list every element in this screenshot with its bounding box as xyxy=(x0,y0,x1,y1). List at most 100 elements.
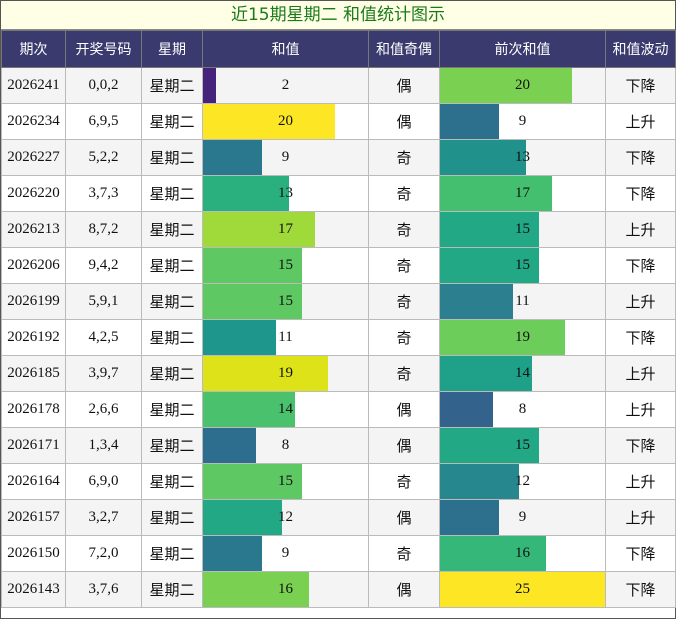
prev-sum-bar-fill xyxy=(440,428,539,463)
header-numbers: 开奖号码 xyxy=(65,30,142,68)
draw-numbers-cell: 3,7,6 xyxy=(65,571,142,608)
sum-bar-value: 11 xyxy=(278,329,293,345)
period-cell: 2026199 xyxy=(1,283,66,320)
prev-sum-bar-fill xyxy=(440,284,513,319)
table-row: 2026234 6,9,5 星期二 20 偶 9 上升 xyxy=(1,103,676,140)
weekday-cell: 星期二 xyxy=(141,139,203,176)
header-sum-trend: 和值波动 xyxy=(605,30,676,68)
sum-bar-fill xyxy=(203,464,302,499)
sum-trend-cell: 下降 xyxy=(605,535,676,572)
table-row: 2026199 5,9,1 星期二 15 奇 11 上升 xyxy=(1,283,676,320)
sum-bar-value: 16 xyxy=(278,581,293,597)
header-sum-parity: 和值奇偶 xyxy=(368,30,440,68)
sum-bar-fill xyxy=(203,572,309,607)
prev-sum-bar-value: 15 xyxy=(515,257,530,273)
sum-bar-fill xyxy=(203,176,289,211)
sum-parity-cell: 偶 xyxy=(368,427,440,464)
sum-bar-value: 15 xyxy=(278,257,293,273)
table-row: 2026206 9,4,2 星期二 15 奇 15 下降 xyxy=(1,247,676,284)
table-row: 2026164 6,9,0 星期二 15 奇 12 上升 xyxy=(1,463,676,500)
period-cell: 2026227 xyxy=(1,139,66,176)
sum-trend-cell: 下降 xyxy=(605,247,676,284)
prev-sum-bar-value: 12 xyxy=(515,473,530,489)
sum-bar: 12 xyxy=(202,499,369,536)
period-cell: 2026234 xyxy=(1,103,66,140)
prev-sum-bar-value: 11 xyxy=(515,293,530,309)
prev-sum-bar-value: 14 xyxy=(515,365,530,381)
sum-trend-cell: 下降 xyxy=(605,175,676,212)
prev-sum-bar-fill xyxy=(440,140,526,175)
sum-bar-value: 15 xyxy=(278,473,293,489)
prev-sum-bar-fill xyxy=(440,68,572,103)
sum-bar-value: 20 xyxy=(278,113,293,129)
period-cell: 2026157 xyxy=(1,499,66,536)
period-cell: 2026213 xyxy=(1,211,66,248)
prev-sum-bar-fill xyxy=(440,176,553,211)
prev-sum-bar: 8 xyxy=(439,391,606,428)
sum-trend-cell: 下降 xyxy=(605,571,676,608)
draw-numbers-cell: 3,7,3 xyxy=(65,175,142,212)
sum-stats-table: 期次 开奖号码 星期 和值 和值奇偶 前次和值 和值波动 2026241 0,0,… xyxy=(1,30,676,608)
prev-sum-bar-fill xyxy=(440,572,605,607)
prev-sum-bar: 15 xyxy=(439,211,606,248)
period-cell: 2026241 xyxy=(1,67,66,104)
prev-sum-bar-value: 25 xyxy=(515,581,530,597)
draw-numbers-cell: 5,2,2 xyxy=(65,139,142,176)
table-row: 2026227 5,2,2 星期二 9 奇 13 下降 xyxy=(1,139,676,176)
sum-parity-cell: 奇 xyxy=(368,139,440,176)
prev-sum-bar-fill xyxy=(440,320,566,355)
table-row: 2026192 4,2,5 星期二 11 奇 19 下降 xyxy=(1,319,676,356)
table-row: 2026185 3,9,7 星期二 19 奇 14 上升 xyxy=(1,355,676,392)
weekday-cell: 星期二 xyxy=(141,499,203,536)
prev-sum-bar-value: 16 xyxy=(515,545,530,561)
draw-numbers-cell: 1,3,4 xyxy=(65,427,142,464)
prev-sum-bar: 25 xyxy=(439,571,606,608)
period-cell: 2026143 xyxy=(1,571,66,608)
weekday-cell: 星期二 xyxy=(141,211,203,248)
sum-bar-value: 9 xyxy=(281,545,290,561)
sum-bar-fill xyxy=(203,392,296,427)
sum-bar-value: 15 xyxy=(278,293,293,309)
sum-parity-cell: 奇 xyxy=(368,355,440,392)
draw-numbers-cell: 3,9,7 xyxy=(65,355,142,392)
sum-parity-cell: 奇 xyxy=(368,247,440,284)
weekday-cell: 星期二 xyxy=(141,355,203,392)
sum-bar: 8 xyxy=(202,427,369,464)
sum-bar: 15 xyxy=(202,283,369,320)
sum-parity-cell: 奇 xyxy=(368,283,440,320)
weekday-cell: 星期二 xyxy=(141,427,203,464)
sum-bar: 14 xyxy=(202,391,369,428)
prev-sum-bar-value: 15 xyxy=(515,221,530,237)
prev-sum-bar: 9 xyxy=(439,499,606,536)
table-body: 2026241 0,0,2 星期二 2 偶 20 下降 2026234 6,9,5 星期二 20 偶 9… xyxy=(1,67,676,608)
prev-sum-bar: 13 xyxy=(439,139,606,176)
weekday-cell: 星期二 xyxy=(141,283,203,320)
prev-sum-bar-fill xyxy=(440,500,500,535)
table-row: 2026241 0,0,2 星期二 2 偶 20 下降 xyxy=(1,67,676,104)
sum-bar-fill xyxy=(203,104,335,139)
header-sum: 和值 xyxy=(202,30,369,68)
sum-bar-fill xyxy=(203,356,329,391)
period-cell: 2026171 xyxy=(1,427,66,464)
prev-sum-bar-fill xyxy=(440,536,546,571)
prev-sum-bar-value: 15 xyxy=(515,437,530,453)
prev-sum-bar: 15 xyxy=(439,427,606,464)
period-cell: 2026206 xyxy=(1,247,66,284)
prev-sum-bar: 15 xyxy=(439,247,606,284)
sum-trend-cell: 上升 xyxy=(605,499,676,536)
prev-sum-bar-value: 8 xyxy=(518,401,527,417)
weekday-cell: 星期二 xyxy=(141,319,203,356)
prev-sum-bar: 16 xyxy=(439,535,606,572)
sum-trend-cell: 下降 xyxy=(605,139,676,176)
draw-numbers-cell: 5,9,1 xyxy=(65,283,142,320)
period-cell: 2026185 xyxy=(1,355,66,392)
sum-parity-cell: 奇 xyxy=(368,175,440,212)
sum-bar: 11 xyxy=(202,319,369,356)
weekday-cell: 星期二 xyxy=(141,175,203,212)
header-period: 期次 xyxy=(1,30,66,68)
sum-trend-cell: 上升 xyxy=(605,463,676,500)
sum-parity-cell: 奇 xyxy=(368,319,440,356)
weekday-cell: 星期二 xyxy=(141,67,203,104)
table-row: 2026213 8,7,2 星期二 17 奇 15 上升 xyxy=(1,211,676,248)
